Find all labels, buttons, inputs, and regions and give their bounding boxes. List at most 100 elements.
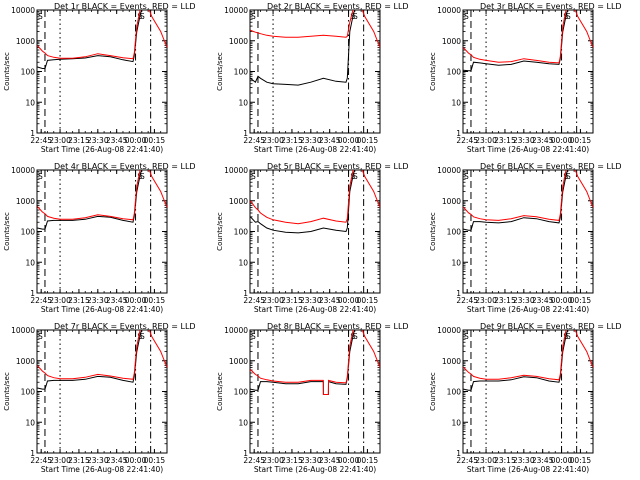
events-series-line	[250, 330, 356, 395]
x-tick-label: 23:45	[106, 456, 128, 465]
y-tick-label: 100	[234, 388, 249, 397]
y-axis-label: Counts/sec	[216, 372, 224, 411]
x-tick-label: 23:15	[494, 296, 516, 305]
corner-label: S	[38, 12, 43, 21]
panel-title: Det 3r BLACK = Events, RED = LLD	[480, 2, 622, 11]
x-tick-label: 23:15	[68, 296, 90, 305]
x-tick-label: 00:00	[338, 296, 360, 305]
x-tick-label: 23:15	[281, 136, 303, 145]
y-tick-label: 100	[234, 68, 249, 77]
x-axis-label: Start Time (26-Aug-08 22:41:40)	[254, 465, 376, 474]
corner-label: S	[140, 12, 145, 21]
panel-title: Det 4r BLACK = Events, RED = LLD	[54, 162, 196, 171]
panel-title: Det 2r BLACK = Events, RED = LLD	[267, 2, 409, 11]
y-tick-label: 100	[21, 68, 36, 77]
events-series-line	[250, 10, 356, 86]
x-tick-label: 00:00	[551, 136, 573, 145]
corner-label: S	[38, 172, 43, 181]
y-tick-label: 1000	[229, 357, 248, 366]
panel-title: Det 9r BLACK = Events, RED = LLD	[480, 322, 622, 331]
events-series-line	[37, 330, 143, 390]
x-tick-label: 00:00	[338, 456, 360, 465]
y-tick-label: 100	[21, 228, 36, 237]
y-tick-label: 10	[25, 258, 35, 267]
x-tick-label: 22:45	[456, 296, 478, 305]
x-tick-label: 22:45	[30, 456, 52, 465]
x-tick-label: 22:45	[456, 456, 478, 465]
corner-label: S	[566, 332, 571, 341]
detector-panel-6: Det 6r BLACK = Events, RED = LLD 1 10 100 10…	[429, 162, 622, 314]
y-axis-label: Counts/sec	[429, 52, 437, 91]
x-tick-label: 00:15	[357, 136, 379, 145]
x-axis-label: Start Time (26-Aug-08 22:41:40)	[41, 305, 163, 314]
x-axis-label: Start Time (26-Aug-08 22:41:40)	[41, 465, 163, 474]
panel-title: Det 6r BLACK = Events, RED = LLD	[480, 162, 622, 171]
lld-series-line	[37, 10, 167, 60]
y-tick-label: 10	[451, 258, 461, 267]
detector-panel-4: Det 4r BLACK = Events, RED = LLD 1 10 100 10…	[3, 162, 196, 314]
y-axis-label: Counts/sec	[3, 212, 11, 251]
lld-series-line	[250, 330, 380, 395]
x-tick-label: 00:00	[338, 136, 360, 145]
x-tick-label: 23:30	[87, 136, 109, 145]
events-series-line	[463, 170, 569, 231]
detector-panel-7: Det 7r BLACK = Events, RED = LLD 1 10 100 10…	[3, 322, 196, 474]
x-tick-label: 00:15	[144, 456, 166, 465]
lld-series-line	[37, 170, 167, 221]
y-tick-label: 10	[238, 418, 248, 427]
x-tick-label: 23:15	[68, 136, 90, 145]
x-tick-label: 22:45	[243, 136, 265, 145]
lld-series-line	[250, 10, 380, 48]
x-tick-label: 23:45	[106, 296, 128, 305]
panel-title: Det 1r BLACK = Events, RED = LLD	[54, 2, 196, 11]
y-tick-label: 1000	[229, 37, 248, 46]
y-tick-label: 10	[451, 418, 461, 427]
y-tick-label: 1	[30, 289, 35, 298]
x-tick-label: 23:15	[494, 456, 516, 465]
y-tick-label: 1000	[16, 37, 35, 46]
events-series-line	[463, 10, 569, 72]
y-tick-label: 100	[447, 68, 462, 77]
x-tick-label: 23:00	[475, 136, 497, 145]
y-tick-label: 10000	[11, 326, 35, 335]
plot-frame	[462, 329, 594, 454]
plot-frame	[36, 329, 168, 454]
x-tick-label: 23:30	[513, 296, 535, 305]
x-tick-label: 00:15	[357, 296, 379, 305]
x-tick-label: 23:30	[300, 456, 322, 465]
x-tick-label: 00:00	[551, 296, 573, 305]
x-axis-label: Start Time (26-Aug-08 22:41:40)	[254, 145, 376, 154]
y-tick-label: 1	[243, 129, 248, 138]
y-axis-label: Counts/sec	[429, 212, 437, 251]
y-tick-label: 1000	[442, 37, 461, 46]
y-tick-label: 10000	[224, 6, 248, 15]
y-axis-label: Counts/sec	[216, 212, 224, 251]
x-tick-label: 23:45	[319, 296, 341, 305]
x-tick-label: 22:45	[30, 296, 52, 305]
x-tick-label: 23:15	[68, 456, 90, 465]
lld-series-line	[250, 170, 380, 225]
x-tick-label: 23:30	[87, 456, 109, 465]
corner-label: S	[140, 172, 145, 181]
corner-label: S	[251, 12, 256, 21]
plot-frame	[36, 9, 168, 134]
y-tick-label: 10	[238, 258, 248, 267]
corner-label: S	[140, 332, 145, 341]
y-tick-label: 1000	[16, 357, 35, 366]
corner-label: S	[464, 332, 469, 341]
corner-label: S	[566, 12, 571, 21]
detector-panel-8: Det 8r BLACK = Events, RED = LLD 1 10 100 10…	[216, 322, 409, 474]
x-tick-label: 23:30	[300, 296, 322, 305]
y-tick-label: 1	[30, 449, 35, 458]
y-tick-label: 1000	[442, 197, 461, 206]
y-tick-label: 10000	[224, 166, 248, 175]
y-tick-label: 10000	[224, 326, 248, 335]
corner-label: S	[38, 332, 43, 341]
x-tick-label: 00:15	[570, 456, 592, 465]
x-tick-label: 00:00	[125, 296, 147, 305]
x-tick-label: 23:00	[49, 296, 71, 305]
x-tick-label: 23:30	[300, 136, 322, 145]
x-tick-label: 23:15	[281, 456, 303, 465]
y-tick-label: 10000	[437, 6, 461, 15]
